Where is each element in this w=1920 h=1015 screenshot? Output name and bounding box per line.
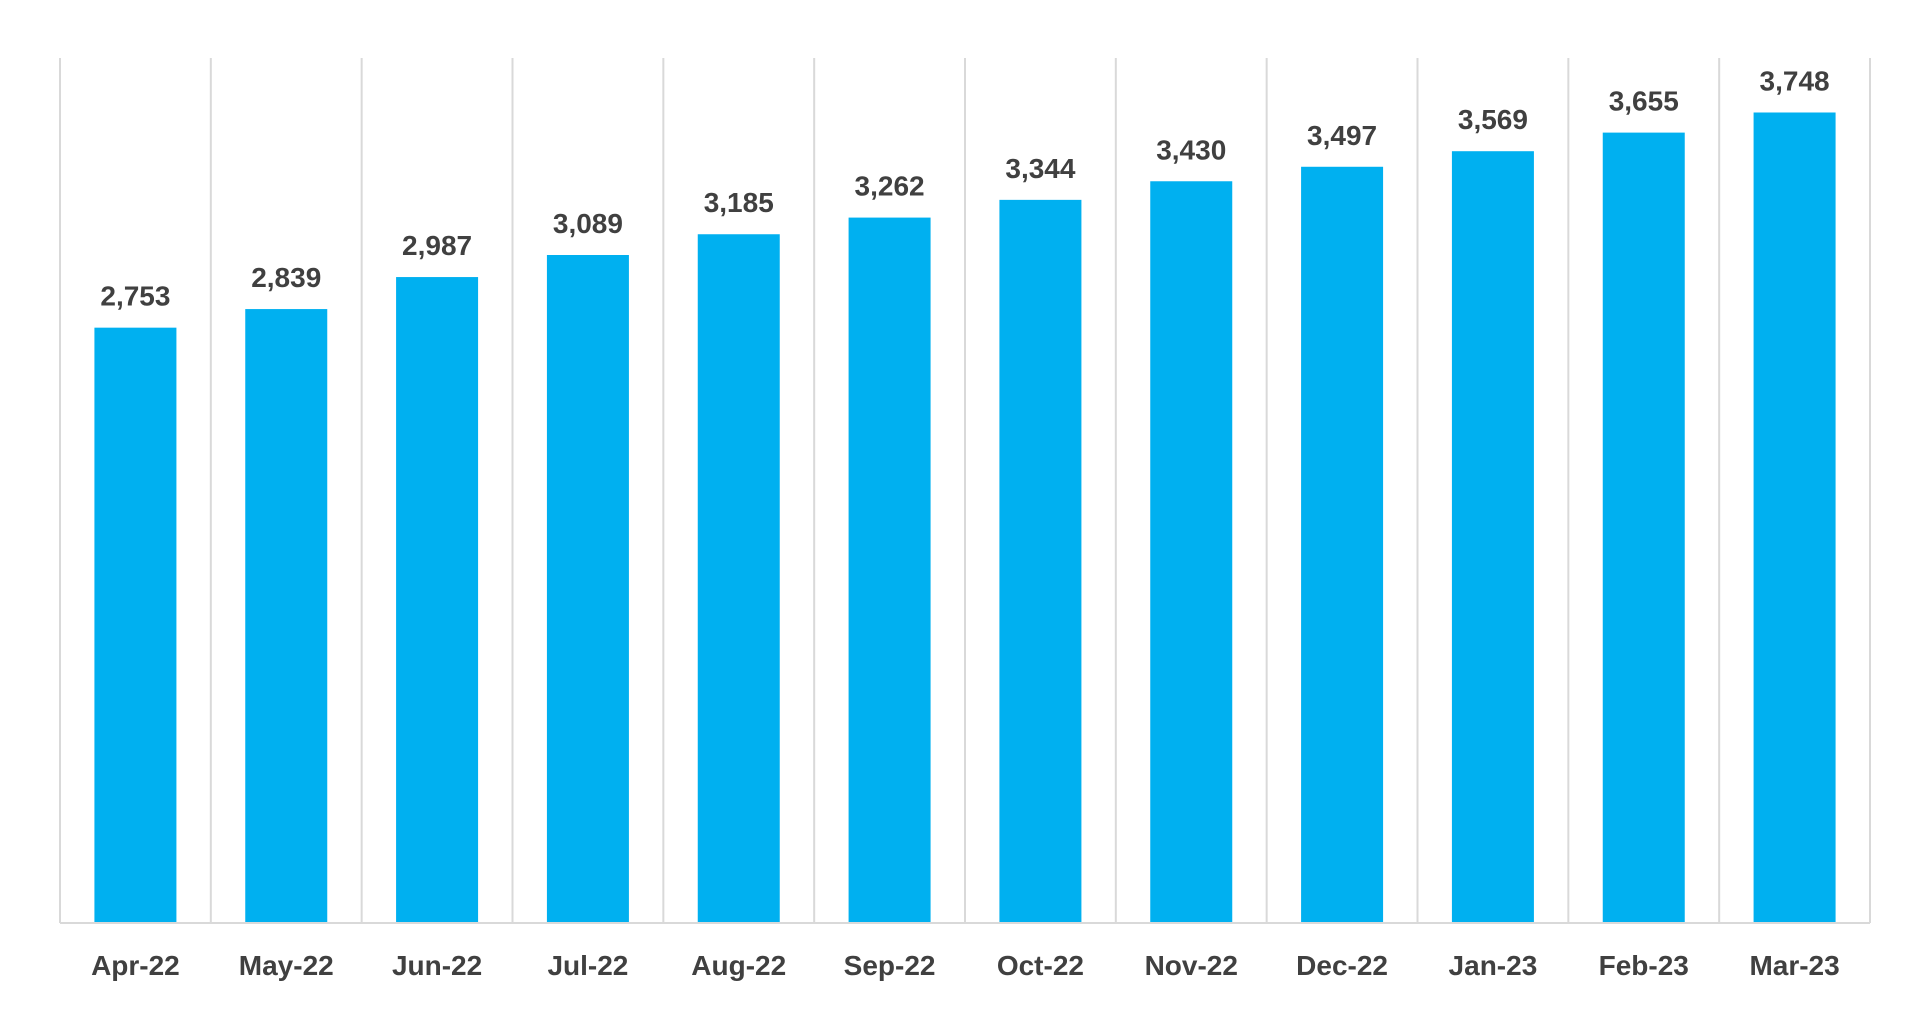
x-tick-label: Jun-22 (392, 950, 482, 981)
data-label: 3,262 (855, 171, 925, 202)
x-tick-label: Dec-22 (1296, 950, 1388, 981)
x-tick-label: Sep-22 (844, 950, 936, 981)
data-label: 2,987 (402, 230, 472, 261)
bar-nov-22 (1150, 181, 1233, 923)
x-tick-label: Oct-22 (997, 950, 1084, 981)
x-axis-tick-labels: Apr-22 May-22 Jun-22 Jul-22 Aug-22 Sep-22 Oct-… (91, 950, 1840, 981)
data-label: 3,748 (1760, 65, 1830, 96)
data-label: 3,344 (1005, 153, 1075, 184)
x-tick-label: Nov-22 (1145, 950, 1238, 981)
grid-lines (59, 58, 1871, 923)
bar-dec-22 (1301, 166, 1384, 923)
bar-feb-23 (1602, 132, 1685, 923)
x-tick-label: Feb-23 (1599, 950, 1689, 981)
bar-jan-23 (1451, 151, 1534, 924)
bar-sep-22 (848, 217, 931, 923)
x-tick-label: Apr-22 (91, 950, 180, 981)
bar-oct-22 (999, 199, 1082, 924)
data-label: 3,430 (1156, 134, 1226, 165)
bar-jul-22 (546, 255, 629, 923)
bar-apr-22 (94, 327, 177, 923)
data-label: 3,497 (1307, 120, 1377, 151)
x-tick-label: Aug-22 (691, 950, 786, 981)
data-label: 3,569 (1458, 104, 1528, 135)
data-label: 2,839 (251, 262, 321, 293)
data-labels: 2,753 2,839 2,987 3,089 3,185 3,262 3,344 3,430… (100, 65, 1829, 311)
bar-aug-22 (697, 234, 780, 923)
data-label: 3,089 (553, 208, 623, 239)
data-label: 3,185 (704, 187, 774, 218)
bar-jun-22 (396, 277, 479, 923)
bars (94, 112, 1836, 924)
x-tick-label: Mar-23 (1749, 950, 1839, 981)
x-tick-label: Jan-23 (1449, 950, 1538, 981)
bar-may-22 (245, 309, 328, 923)
x-tick-label: Jul-22 (547, 950, 628, 981)
data-label: 3,655 (1609, 86, 1679, 117)
bar-mar-23 (1753, 112, 1836, 924)
x-tick-label: May-22 (239, 950, 334, 981)
data-label: 2,753 (100, 281, 170, 312)
